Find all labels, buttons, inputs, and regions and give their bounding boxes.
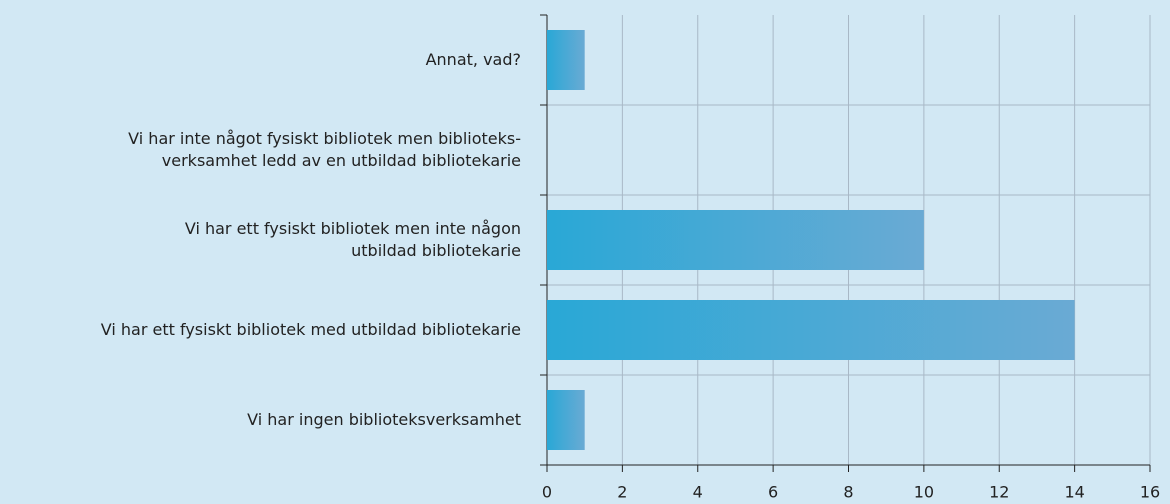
y-tick-label: Vi har ett fysiskt bibliotek med utbilda… <box>101 320 521 339</box>
x-tick-label: 0 <box>542 483 552 502</box>
y-tick-label: Vi har ingen biblioteksverksamhet <box>247 410 521 429</box>
bar <box>547 300 1075 360</box>
x-tick-label: 6 <box>768 483 778 502</box>
x-tick-label: 10 <box>914 483 934 502</box>
bar <box>547 30 585 90</box>
x-tick-label: 2 <box>617 483 627 502</box>
bar <box>547 210 924 270</box>
y-tick-label: Annat, vad? <box>426 50 521 69</box>
x-tick-label: 12 <box>989 483 1009 502</box>
x-tick-label: 14 <box>1064 483 1084 502</box>
bar <box>547 390 585 450</box>
y-tick-label: Vi har inte något fysiskt bibliotek men … <box>128 129 521 170</box>
x-tick-label: 16 <box>1140 483 1160 502</box>
x-tick-label: 8 <box>843 483 853 502</box>
x-tick-label: 4 <box>693 483 703 502</box>
y-tick-label: Vi har ett fysiskt bibliotek men inte nå… <box>185 219 521 260</box>
